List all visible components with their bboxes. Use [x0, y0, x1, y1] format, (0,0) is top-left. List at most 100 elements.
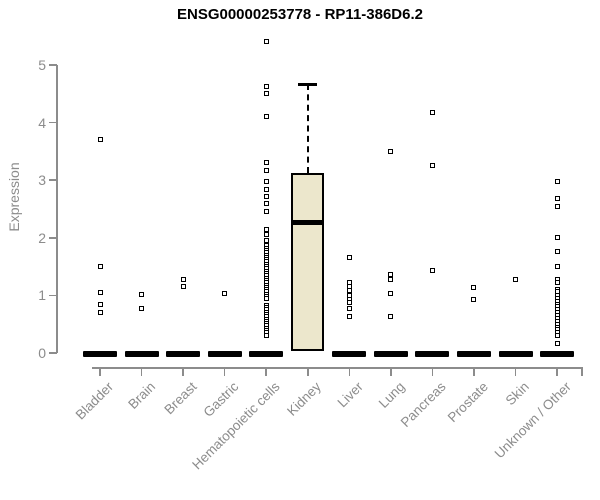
x-tick-label-liver: Liver — [334, 379, 366, 411]
x-tick-label-breast: Breast — [161, 379, 200, 418]
outlier-point — [263, 178, 269, 184]
outlier-point — [263, 238, 269, 244]
y-tick — [49, 179, 57, 181]
outlier-point — [513, 276, 518, 282]
zero-median-bar — [373, 350, 408, 357]
y-tick — [49, 121, 57, 124]
outlier-point — [263, 200, 269, 206]
x-tick — [99, 367, 101, 376]
x-tick — [307, 367, 309, 376]
y-tick-label: 0 — [38, 345, 46, 361]
outlier-point — [263, 295, 269, 301]
zero-median-bar — [249, 350, 284, 357]
zero-median-bar — [498, 350, 533, 357]
y-tick-label: 5 — [38, 57, 46, 73]
zero-median-bar — [166, 350, 201, 357]
outlier-point — [388, 313, 394, 319]
outlier-point — [429, 162, 435, 168]
zero-median-bar — [456, 350, 491, 357]
x-tick — [390, 367, 392, 376]
outlier-point — [263, 193, 269, 199]
x-tick — [140, 367, 143, 376]
outlier-point — [554, 195, 560, 201]
zero-median-bar — [83, 350, 117, 357]
outlier-point — [180, 284, 186, 290]
outlier-point — [97, 310, 103, 316]
outlier-point — [471, 296, 477, 302]
kidney-box — [291, 173, 325, 351]
x-tick-label-kidney: Kidney — [284, 379, 325, 419]
outlier-point — [429, 267, 435, 273]
outlier-point — [263, 209, 269, 215]
outlier-point — [554, 179, 560, 185]
x-tick-label-lung: Lung — [375, 379, 408, 411]
zero-median-bar — [124, 350, 159, 357]
x-tick-label-unknown-other: Unknown / Other — [491, 379, 574, 462]
y-tick — [49, 352, 57, 354]
x-tick — [514, 367, 517, 376]
x-tick — [223, 367, 226, 376]
outlier-point — [554, 332, 560, 338]
outlier-point — [263, 114, 269, 120]
x-axis-line — [92, 367, 581, 369]
chart-title: ENSG00000253778 - RP11-386D6.2 — [176, 6, 423, 23]
y-tick-label: 4 — [38, 114, 46, 131]
x-tick-label-skin: Skin — [502, 379, 533, 409]
outlier-point — [263, 226, 269, 232]
x-tick-label-bladder: Bladder — [73, 379, 117, 423]
zero-median-bar — [332, 350, 367, 357]
x-tick — [348, 367, 351, 376]
outlier-point — [346, 300, 352, 306]
outlier-point — [554, 264, 560, 270]
x-tick-label-gastric: Gastric — [200, 379, 242, 420]
outlier-point — [388, 290, 394, 296]
outlier-point — [346, 305, 352, 311]
outlier-point — [554, 234, 560, 240]
x-tick — [556, 367, 558, 376]
outlier-point — [471, 284, 477, 290]
outlier-point — [97, 301, 103, 307]
y-tick-label: 1 — [38, 287, 46, 304]
outlier-point — [346, 288, 352, 294]
kidney-whisker-cap — [298, 83, 318, 86]
outlier-point — [263, 332, 269, 338]
outlier-point — [346, 255, 352, 261]
x-tick-label-prostate: Prostate — [444, 379, 491, 426]
x-tick — [473, 367, 475, 376]
outlier-point — [180, 277, 186, 283]
outlier-point — [263, 39, 269, 45]
outlier-point — [263, 91, 269, 97]
outlier-point — [429, 110, 435, 116]
zero-median-bar — [207, 350, 242, 357]
outlier-point — [263, 167, 269, 173]
kidney-whisker-line — [306, 84, 309, 174]
outlier-point — [263, 186, 269, 192]
zero-median-bar — [415, 350, 450, 357]
outlier-point — [97, 290, 103, 296]
outlier-point — [388, 277, 394, 283]
y-tick — [49, 294, 57, 297]
x-tick — [431, 367, 434, 376]
x-tick — [182, 367, 184, 376]
outlier-point — [139, 305, 145, 311]
x-tick-label-pancreas: Pancreas — [398, 379, 450, 430]
outlier-point — [97, 137, 103, 143]
outlier-point — [554, 249, 560, 255]
kidney-median-line — [291, 219, 325, 225]
outlier-point — [263, 232, 269, 238]
x-tick — [265, 367, 267, 376]
outlier-point — [222, 290, 228, 296]
outlier-point — [139, 291, 145, 297]
x-end-tick — [581, 367, 583, 376]
y-tick-label: 2 — [38, 229, 46, 246]
outlier-point — [388, 271, 394, 277]
x-tick-label-brain: Brain — [125, 379, 159, 412]
outlier-point — [97, 264, 103, 270]
y-tick — [49, 64, 57, 66]
outlier-point — [263, 84, 269, 90]
y-tick-label: 3 — [38, 172, 46, 189]
y-axis-line — [56, 65, 58, 353]
outlier-point — [554, 203, 560, 209]
outlier-point — [554, 340, 560, 346]
